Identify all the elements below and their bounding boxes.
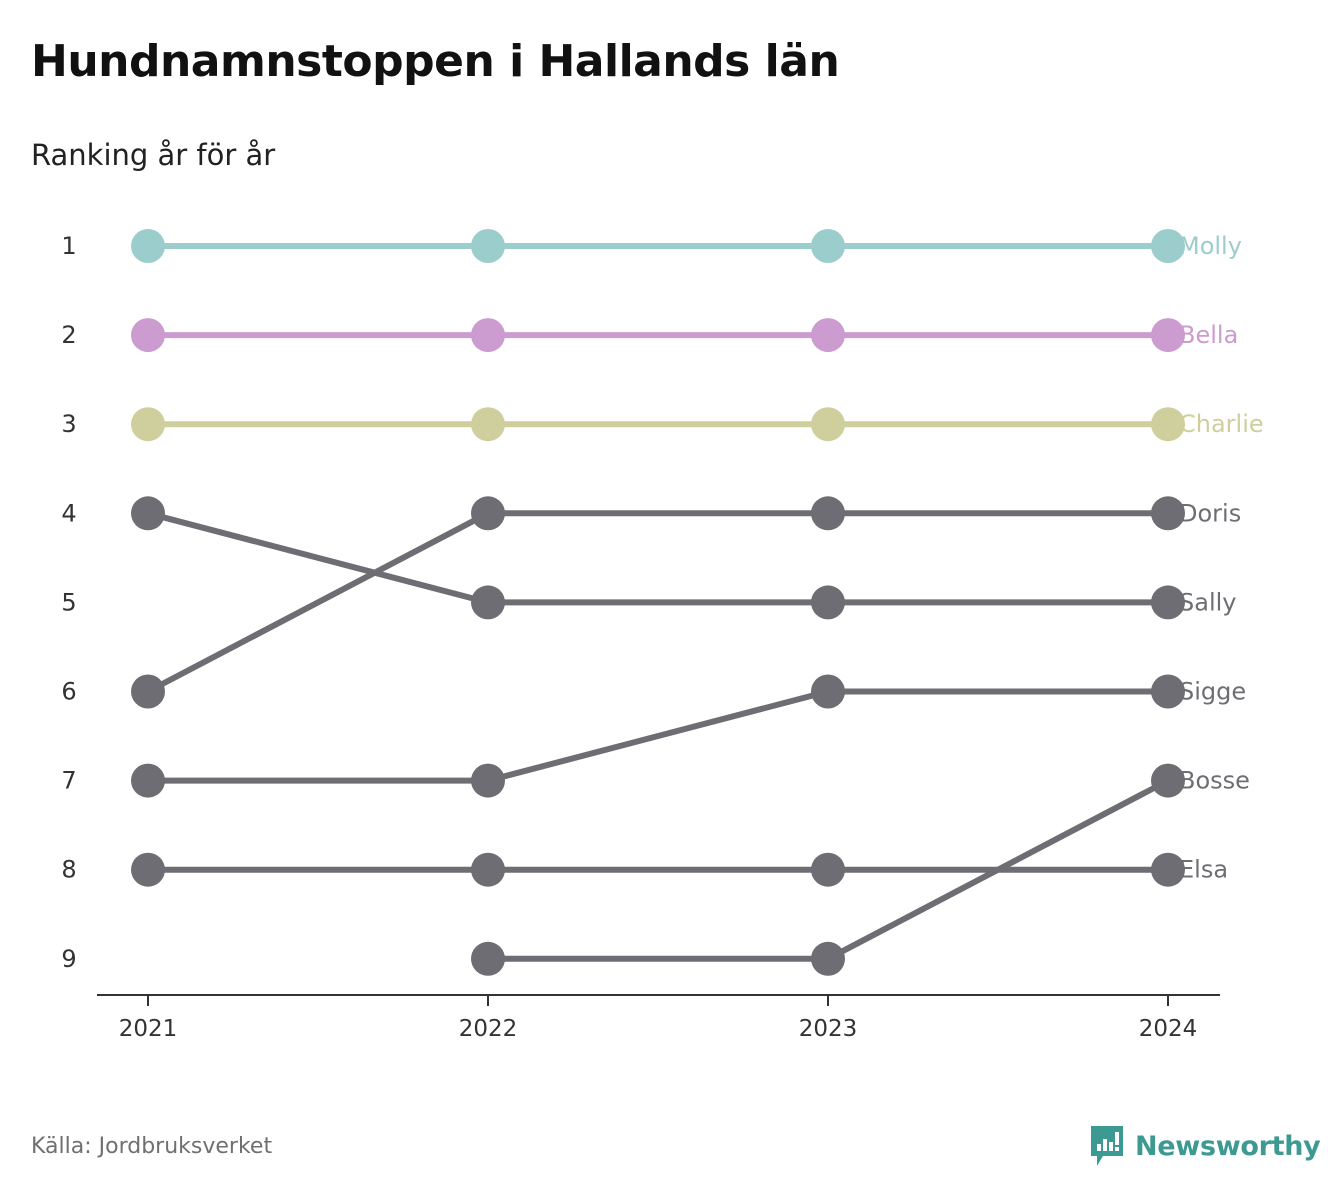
series-labels: Doris Sally Sigge Bosse Elsa Molly Bella Charli…	[1179, 232, 1264, 884]
y-tick-label: 2	[61, 321, 76, 349]
data-point-doris	[471, 496, 505, 531]
series-points	[131, 229, 1185, 976]
data-point-bella	[131, 318, 165, 353]
chart-subtitle: Ranking år för år	[31, 138, 276, 172]
source-note: Källa: Jordbruksverket	[31, 1134, 273, 1159]
y-tick-label: 7	[61, 767, 76, 795]
data-point-molly	[1151, 229, 1185, 263]
data-point-doris	[131, 674, 165, 709]
series-label-elsa: Elsa	[1179, 856, 1228, 884]
data-point-bella	[811, 318, 845, 353]
data-point-bosse	[811, 941, 845, 976]
x-tick-label: 2024	[1139, 1016, 1198, 1042]
y-tick-label: 5	[61, 588, 76, 616]
data-point-doris	[811, 496, 845, 531]
data-point-sigge	[131, 763, 165, 798]
series-label-charlie: Charlie	[1179, 410, 1264, 438]
series-label-sally: Sally	[1179, 588, 1236, 616]
data-point-charlie	[471, 407, 505, 442]
data-point-doris	[1151, 496, 1185, 531]
data-point-charlie	[811, 407, 845, 442]
series-label-bosse: Bosse	[1179, 767, 1250, 795]
data-point-molly	[131, 229, 165, 263]
series-line-sally	[147, 510, 1168, 606]
series-label-doris: Doris	[1179, 499, 1241, 527]
data-point-charlie	[1151, 407, 1185, 442]
series-lines	[146, 243, 1170, 962]
y-tick-label: 3	[61, 410, 76, 438]
series-line-doris	[146, 510, 1168, 695]
data-point-charlie	[131, 407, 165, 442]
x-axis: 2021 2022 2023 2024	[97, 994, 1220, 1042]
series-label-molly: Molly	[1179, 232, 1242, 260]
x-tick-label: 2022	[459, 1016, 518, 1042]
series-line-sigge	[148, 688, 1168, 784]
data-point-bella	[1151, 318, 1185, 353]
data-point-molly	[471, 229, 505, 263]
data-point-sigge	[811, 674, 845, 709]
y-tick-label: 4	[61, 499, 76, 527]
data-point-sigge	[1151, 674, 1185, 709]
series-label-sigge: Sigge	[1179, 678, 1246, 706]
data-point-elsa	[811, 852, 845, 887]
series-label-bella: Bella	[1179, 321, 1238, 349]
y-tick-label: 8	[61, 856, 76, 884]
x-tick-label: 2023	[799, 1016, 858, 1042]
newsworthy-logo: Newsworthy	[1089, 1124, 1321, 1168]
y-tick-label: 1	[61, 232, 76, 260]
data-point-sally	[811, 585, 845, 620]
data-point-elsa	[131, 852, 165, 887]
y-tick-label: 6	[61, 678, 76, 706]
data-point-bella	[471, 318, 505, 353]
chart-title: Hundnamnstoppen i Hallands län	[31, 36, 840, 87]
data-point-molly	[811, 229, 845, 263]
data-point-elsa	[471, 852, 505, 887]
y-tick-labels: 1 2 3 4 5 6 7 8 9	[61, 232, 76, 973]
brand-name: Newsworthy	[1135, 1130, 1321, 1162]
x-tick-label: 2021	[119, 1016, 178, 1042]
data-point-bosse	[1151, 763, 1185, 798]
newsworthy-logo-icon	[1091, 1126, 1123, 1166]
y-tick-label: 9	[61, 945, 76, 973]
data-point-sally	[1151, 585, 1185, 620]
data-point-sally	[131, 496, 165, 531]
data-point-bosse	[471, 941, 505, 976]
data-point-elsa	[1151, 852, 1185, 887]
data-point-sally	[471, 585, 505, 620]
data-point-sigge	[471, 763, 505, 798]
